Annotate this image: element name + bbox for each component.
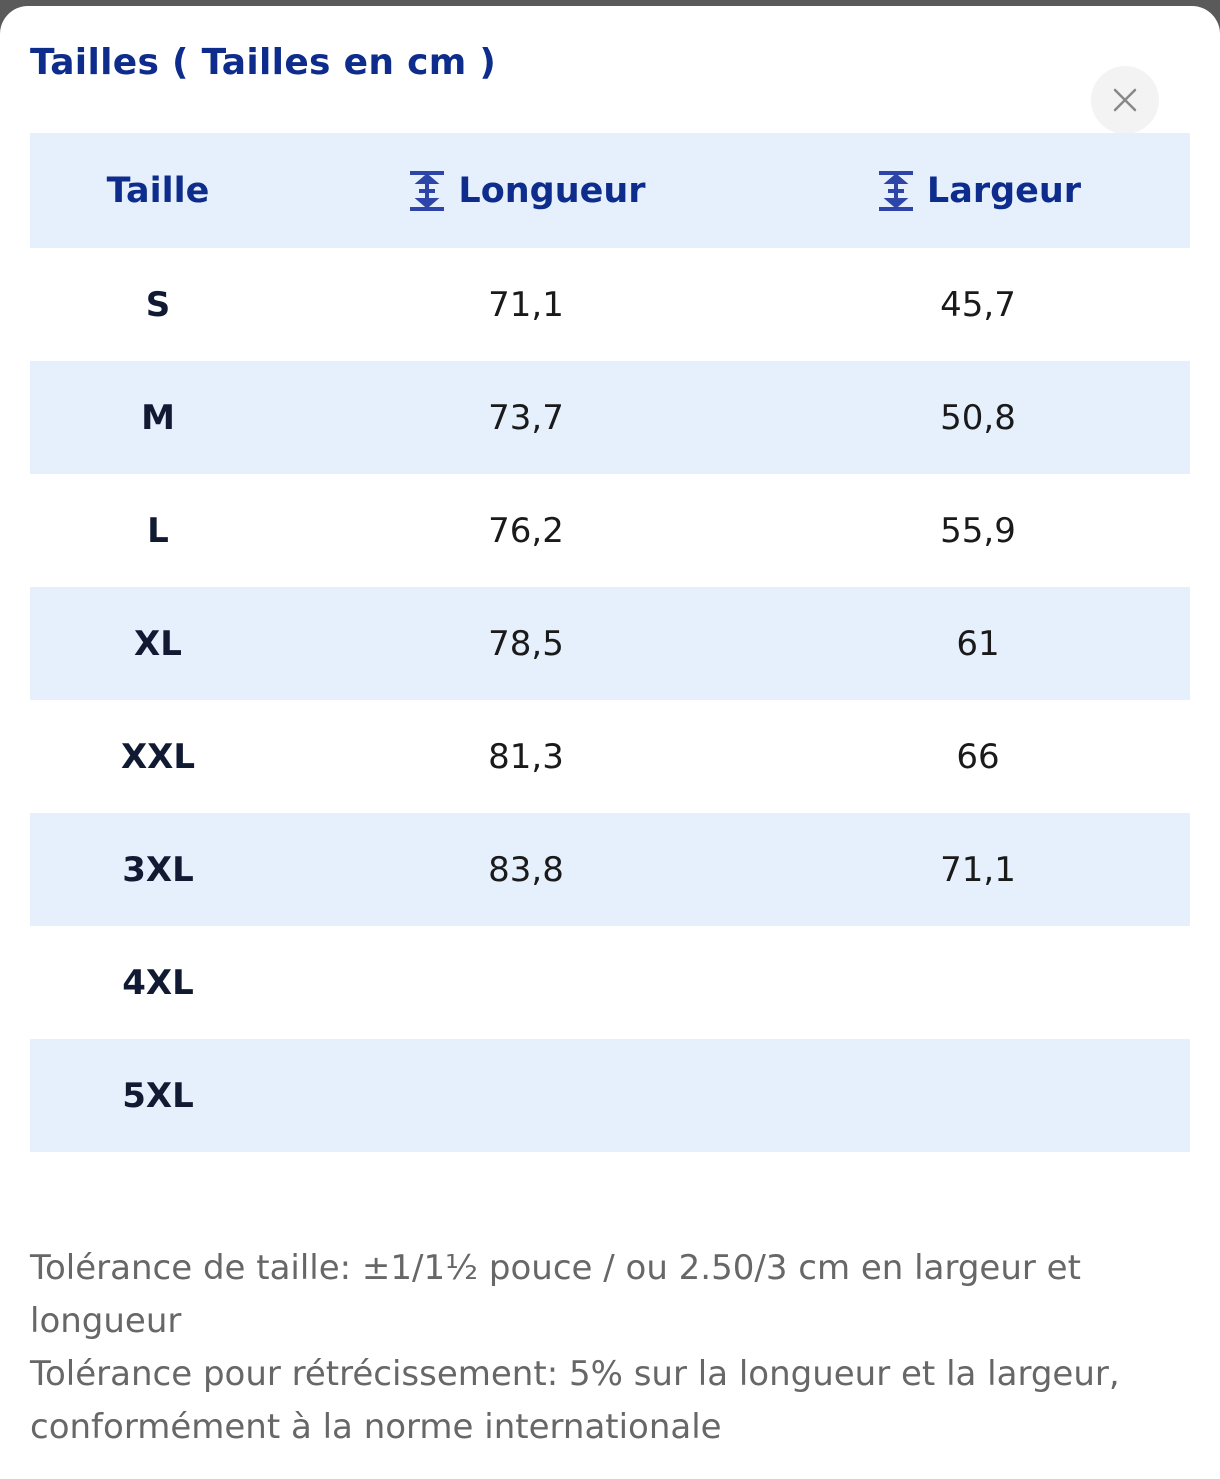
- note-text: Tolérance pour rétrécissement: 5% sur la…: [30, 1354, 1120, 1447]
- size-cell: XXL: [120, 736, 196, 777]
- table-row: XXL 81,3 66: [30, 700, 1190, 813]
- column-header-text: Largeur: [926, 170, 1082, 211]
- table-row: 3XL 83,8 71,1: [30, 813, 1190, 926]
- size-cell: L: [147, 510, 169, 551]
- size-cell: M: [141, 397, 175, 438]
- measure-cell: 66: [956, 736, 1000, 777]
- close-button[interactable]: [1091, 66, 1159, 134]
- table-row: XL 78,5 61: [30, 587, 1190, 700]
- table-row: L 76,2 55,9: [30, 474, 1190, 587]
- table-row: 4XL: [30, 926, 1190, 1039]
- measure-cell: 50,8: [940, 397, 1016, 438]
- note-text: Tolérance de taille: ±1/1½ pouce / ou 2.…: [30, 1248, 1081, 1341]
- size-table: Taille Longueur Largeur S 71,1 45,7 M 73,7 50…: [30, 133, 1190, 1152]
- measure-cell: 81,3: [488, 736, 564, 777]
- size-cell: S: [145, 284, 171, 325]
- measure-cell: 55,9: [940, 510, 1016, 551]
- measure-cell: 61: [956, 623, 1000, 664]
- sheet-title: Tailles ( Tailles en cm ): [30, 42, 497, 83]
- column-header: Longueur: [286, 168, 766, 214]
- width-icon: [878, 170, 913, 211]
- column-header-text: Longueur: [458, 170, 646, 211]
- measure-cell: 71,1: [940, 849, 1016, 890]
- column-header: Taille: [106, 170, 210, 211]
- close-icon: [1113, 88, 1137, 112]
- table-row: 5XL: [30, 1039, 1190, 1152]
- measure-cell: 73,7: [488, 397, 564, 438]
- size-sheet: Tailles ( Tailles en cm ) Taille Longueu…: [0, 6, 1220, 1479]
- measure-cell: 78,5: [488, 623, 564, 664]
- measure-cell: 76,2: [488, 510, 564, 551]
- measure-cell: 83,8: [488, 849, 564, 890]
- measure-cell: 45,7: [940, 284, 1016, 325]
- table-header: Taille Longueur Largeur: [30, 133, 1190, 248]
- size-cell: 5XL: [122, 1075, 194, 1116]
- length-icon: [410, 170, 445, 211]
- measure-cell: 71,1: [488, 284, 564, 325]
- column-header: Largeur: [766, 168, 1190, 214]
- table-row: M 73,7 50,8: [30, 361, 1190, 474]
- size-cell: 4XL: [122, 962, 194, 1003]
- size-cell: 3XL: [122, 849, 194, 890]
- size-cell: XL: [134, 623, 182, 664]
- table-row: S 71,1 45,7: [30, 248, 1190, 361]
- notes: Tolérance de taille: ±1/1½ pouce / ou 2.…: [30, 1242, 1190, 1454]
